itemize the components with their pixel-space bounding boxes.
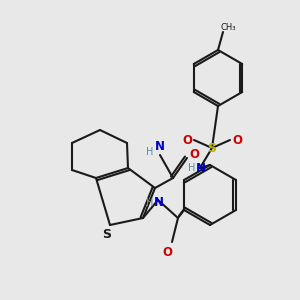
Text: H: H: [188, 163, 196, 173]
Text: S: S: [208, 142, 217, 154]
Text: CH₃: CH₃: [220, 22, 236, 32]
Text: O: O: [162, 245, 172, 259]
Text: N: N: [196, 161, 206, 175]
Text: H: H: [146, 198, 154, 208]
Text: O: O: [182, 134, 192, 146]
Text: N: N: [154, 196, 164, 209]
Text: O: O: [189, 148, 199, 161]
Text: N: N: [155, 140, 165, 152]
Text: S: S: [103, 229, 112, 242]
Text: O: O: [232, 134, 242, 146]
Text: H: H: [146, 147, 154, 157]
